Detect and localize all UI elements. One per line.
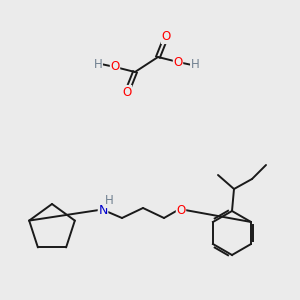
Text: O: O <box>173 56 183 68</box>
Text: O: O <box>176 203 186 217</box>
Text: O: O <box>161 31 171 44</box>
Text: N: N <box>98 203 108 217</box>
Text: O: O <box>122 85 132 98</box>
Text: H: H <box>190 58 200 71</box>
Text: O: O <box>110 61 120 74</box>
Text: H: H <box>105 194 113 208</box>
Text: H: H <box>94 58 102 70</box>
